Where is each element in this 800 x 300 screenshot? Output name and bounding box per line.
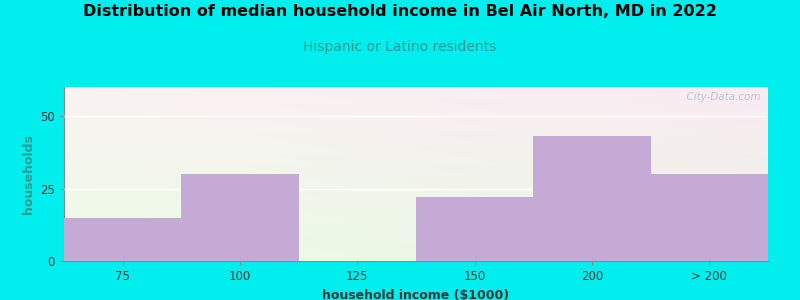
Text: Hispanic or Latino residents: Hispanic or Latino residents	[303, 40, 497, 55]
Text: City-Data.com: City-Data.com	[680, 92, 761, 102]
X-axis label: household income ($1000): household income ($1000)	[322, 289, 510, 300]
Bar	[534, 136, 650, 261]
Bar	[416, 197, 534, 261]
Bar	[650, 174, 768, 261]
Bar	[64, 218, 182, 261]
Text: Distribution of median household income in Bel Air North, MD in 2022: Distribution of median household income …	[83, 4, 717, 20]
Bar	[182, 174, 298, 261]
Y-axis label: households: households	[22, 134, 34, 214]
